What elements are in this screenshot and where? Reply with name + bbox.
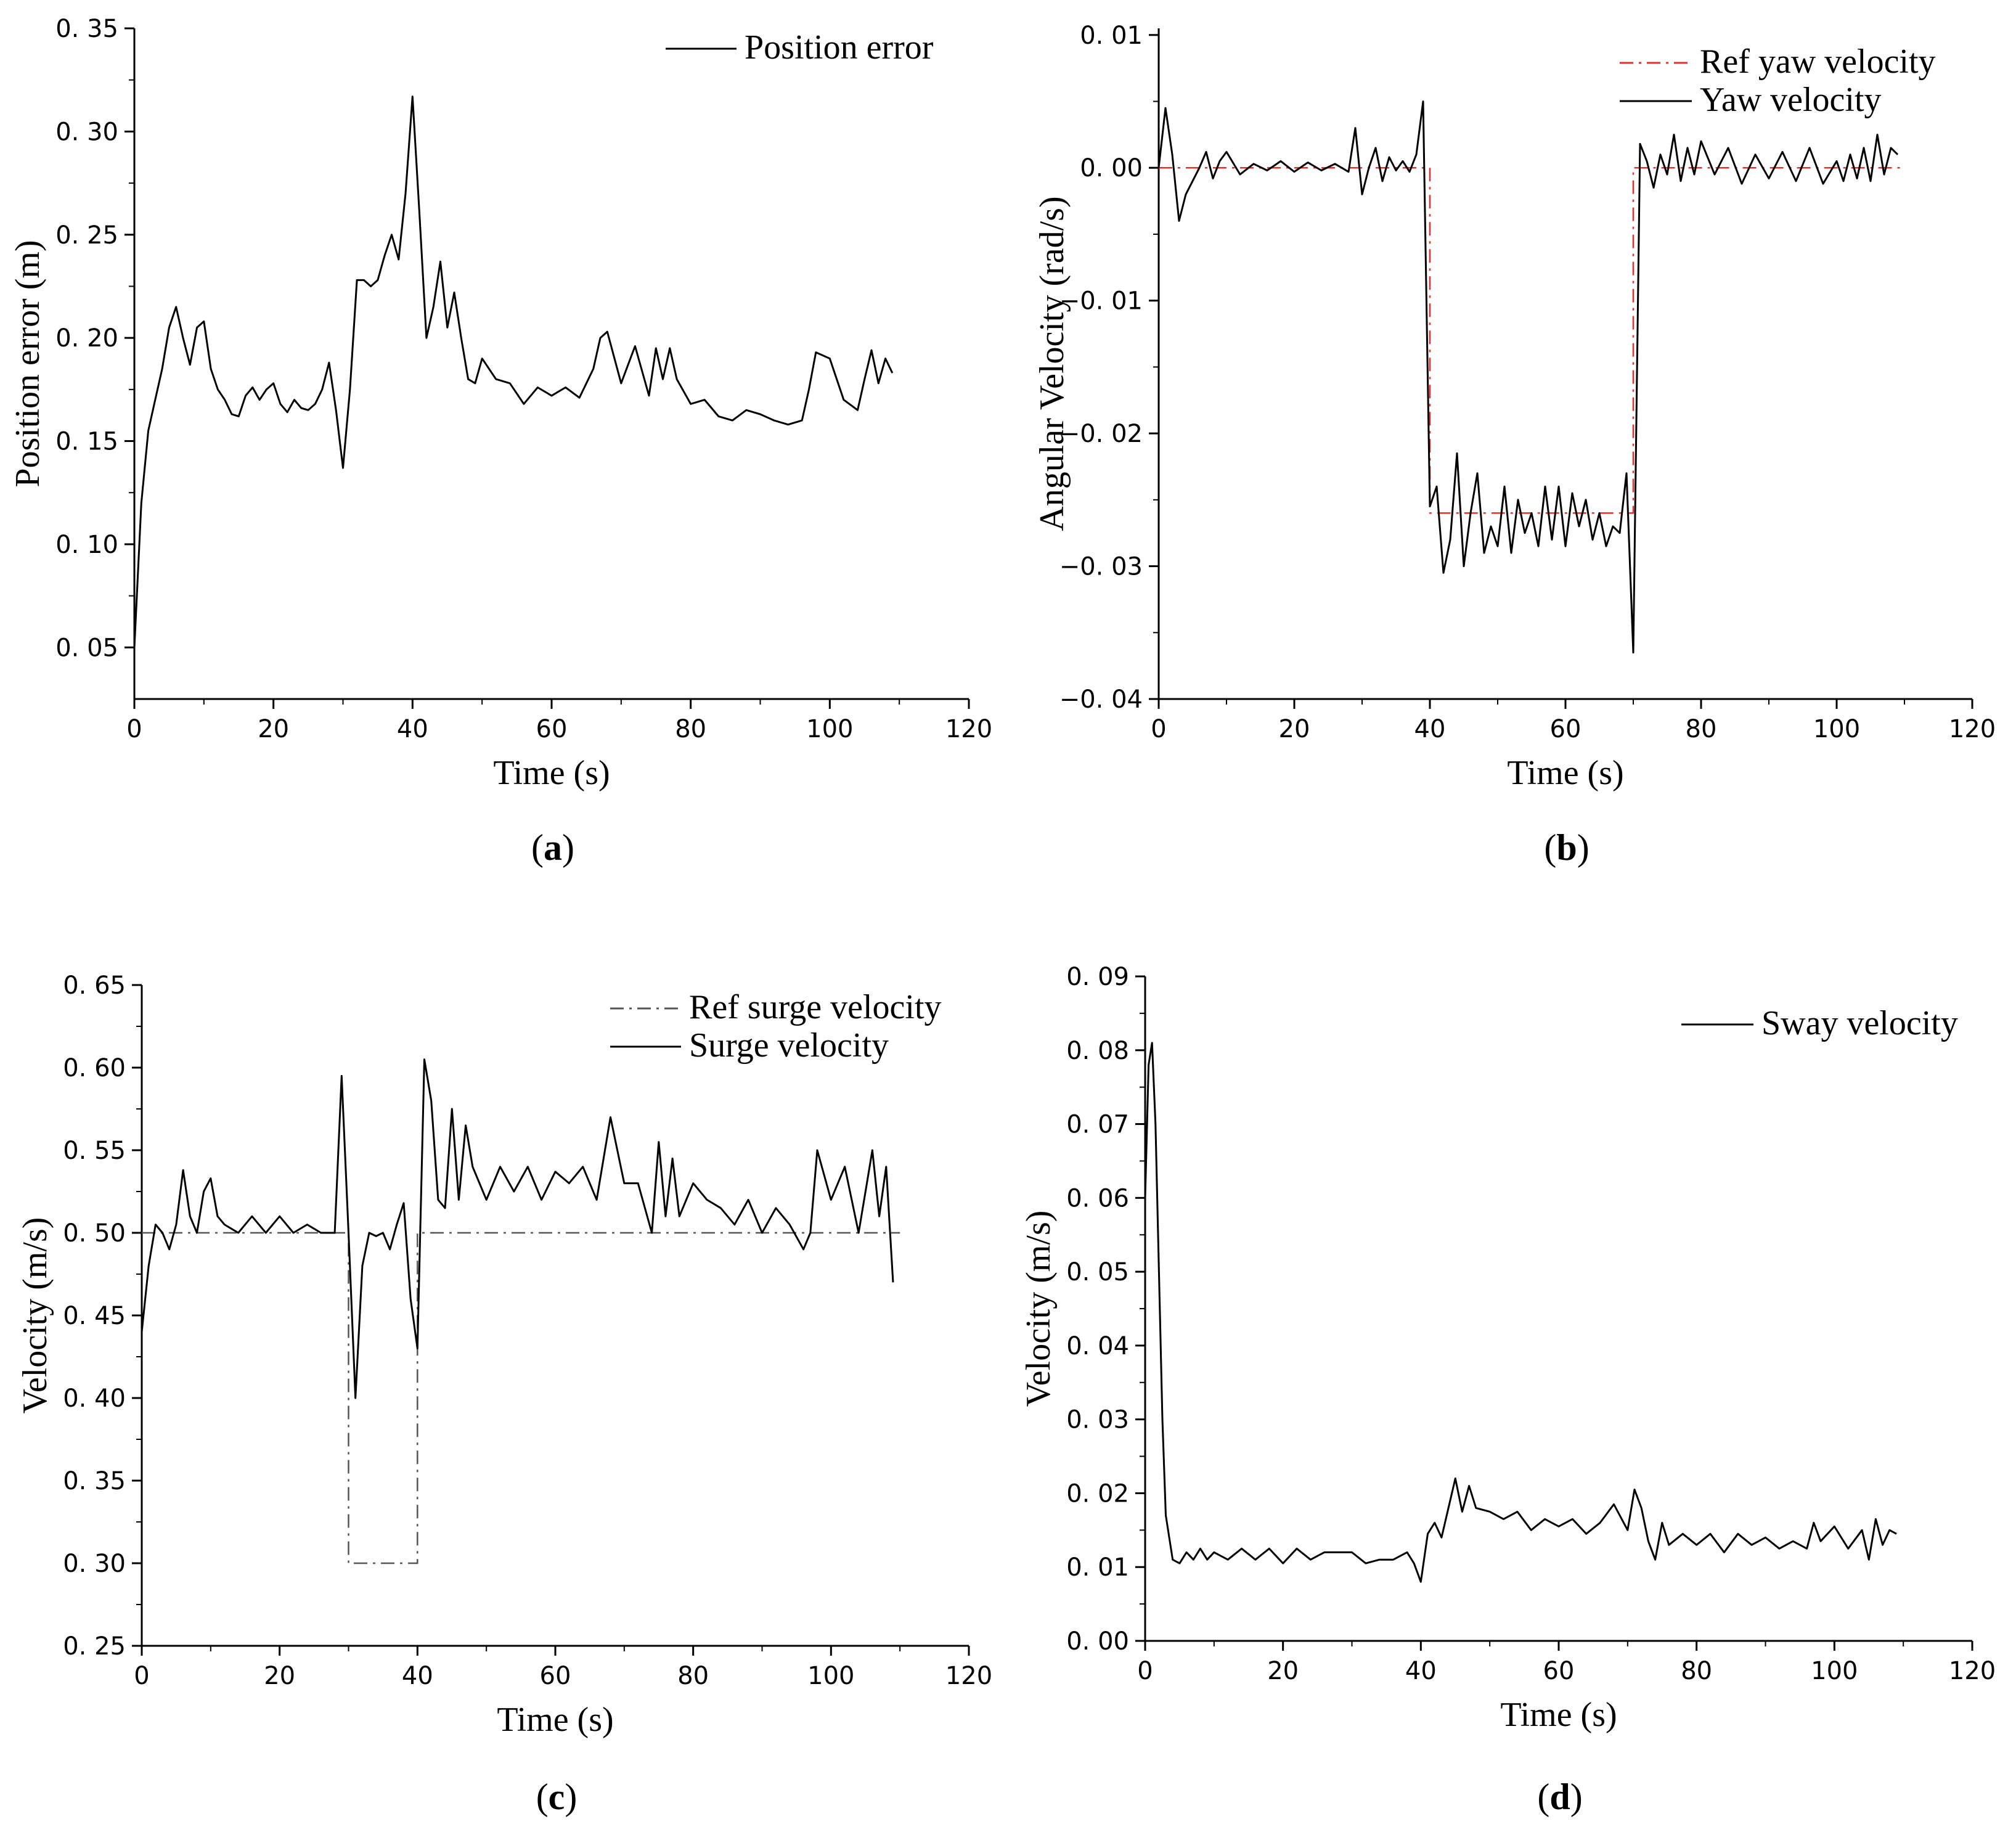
x-tick-label: 60	[536, 715, 568, 743]
y-tick-label: 0. 50	[63, 1219, 126, 1248]
chart-panel-c: 0 20 40 60 80 100 120 0. 25 0. 30 0. 35 0. 40 0. 45…	[16, 971, 992, 1817]
y-axis-title: Angular Velocity (rad/s)	[1033, 196, 1071, 531]
x-tick-label: 40	[402, 1662, 433, 1690]
y-axis-title: Velocity (m/s)	[1019, 1211, 1058, 1407]
x-axis-title: Time (s)	[1507, 754, 1623, 792]
x-tick-label: 60	[540, 1662, 571, 1690]
panel-label: (c)	[536, 1776, 578, 1817]
y-tick-label: 0. 01	[1080, 22, 1143, 50]
y-tick-label: 0. 30	[55, 118, 118, 146]
y-tick-label: 0. 20	[55, 324, 118, 353]
y-tick-label: 0. 00	[1080, 154, 1143, 182]
x-tick-label: 60	[1543, 1657, 1575, 1685]
y-tick-label: −0. 03	[1059, 553, 1143, 581]
x-tick-label: 100	[1813, 715, 1860, 743]
y-tick-label: 0. 04	[1066, 1332, 1129, 1360]
y-tick-label: 0. 35	[55, 15, 118, 43]
y-tick-label: 0. 45	[63, 1302, 126, 1330]
chart-panel-a: 0 20 40 60 80 100 120 0. 05 0. 10 0. 15 0. 20 0. 25…	[9, 15, 992, 868]
y-tick-label: 0. 07	[1066, 1111, 1129, 1139]
x-tick-label: 20	[1267, 1657, 1299, 1685]
y-tick-label: 0. 05	[1066, 1258, 1129, 1286]
legend-label: Surge velocity	[689, 1026, 889, 1065]
y-axis-title: Position error (m)	[9, 240, 47, 487]
x-axis-title: Time (s)	[1500, 1696, 1617, 1734]
y-tick-label: 0. 30	[63, 1550, 126, 1578]
series-line-ref-surge-velocity	[142, 1232, 900, 1564]
y-tick-label: 0. 40	[63, 1384, 126, 1413]
x-tick-label: 100	[806, 715, 853, 743]
chart-panel-b: 0 20 40 60 80 100 120 −0. 04 −0. 03 −0. 02 −0. 01 0…	[1033, 22, 1996, 868]
y-tick-label: −0. 04	[1059, 685, 1143, 714]
x-tick-label: 120	[945, 1662, 992, 1690]
x-tick-label: 40	[1414, 715, 1446, 743]
x-tick-label: 120	[945, 715, 992, 743]
y-tick-label: −0. 01	[1059, 287, 1143, 316]
x-tick-label: 100	[1811, 1657, 1858, 1685]
y-tick-label: 0. 25	[55, 221, 118, 250]
y-tick-label: −0. 02	[1059, 420, 1143, 448]
y-tick-label: 0. 25	[63, 1632, 126, 1661]
x-tick-label: 0	[134, 1662, 149, 1690]
y-tick-label: 0. 01	[1066, 1553, 1129, 1582]
x-tick-label: 100	[807, 1662, 854, 1690]
x-tick-label: 80	[675, 715, 706, 743]
y-tick-label: 0. 35	[63, 1467, 126, 1495]
x-tick-label: 0	[1137, 1657, 1153, 1685]
series-line-yaw-velocity	[1157, 100, 1899, 654]
x-tick-label: 0	[1151, 715, 1166, 743]
legend-label: Yaw velocity	[1700, 81, 1882, 119]
x-tick-label: 40	[397, 715, 428, 743]
y-tick-label: 0. 55	[63, 1137, 126, 1165]
panel-label: (d)	[1537, 1776, 1582, 1817]
y-tick-label: 0. 08	[1066, 1037, 1129, 1065]
legend-label: Position error	[745, 28, 934, 67]
y-tick-label: 0. 05	[55, 634, 118, 662]
x-tick-label: 0	[126, 715, 142, 743]
x-tick-label: 80	[677, 1662, 709, 1690]
series-line-position-error	[133, 96, 894, 648]
y-axis-title: Velocity (m/s)	[16, 1217, 54, 1414]
series-line-surge-velocity	[141, 1058, 894, 1399]
series-line-sway-velocity	[1144, 1042, 1897, 1583]
x-tick-label: 20	[264, 1662, 295, 1690]
y-tick-label: 0. 00	[1066, 1627, 1129, 1656]
chart-panel-d: 0 20 40 60 80 100 120 0. 00 0. 01 0. 02 0. 03 0. 04…	[1019, 963, 1996, 1817]
legend-label: Ref surge velocity	[689, 988, 942, 1026]
y-tick-label: 0. 09	[1066, 963, 1129, 991]
y-tick-label: 0. 15	[55, 428, 118, 456]
x-axis-title: Time (s)	[493, 754, 610, 792]
y-tick-label: 0. 02	[1066, 1479, 1129, 1508]
panel-label: (a)	[531, 827, 574, 868]
x-tick-label: 120	[1949, 715, 1996, 743]
x-tick-label: 40	[1405, 1657, 1437, 1685]
y-tick-label: 0. 60	[63, 1054, 126, 1082]
panel-label: (b)	[1544, 827, 1589, 868]
x-tick-label: 20	[1279, 715, 1310, 743]
y-tick-label: 0. 06	[1066, 1184, 1129, 1212]
y-tick-label: 0. 10	[55, 531, 118, 559]
x-tick-label: 120	[1949, 1657, 1996, 1685]
y-tick-label: 0. 65	[63, 971, 126, 1000]
x-tick-label: 60	[1550, 715, 1582, 743]
x-tick-label: 80	[1686, 715, 1717, 743]
legend-label: Ref yaw velocity	[1700, 43, 1936, 81]
x-tick-label: 20	[258, 715, 289, 743]
series-line-ref-yaw-velocity	[1159, 166, 1904, 514]
x-tick-label: 80	[1681, 1657, 1712, 1685]
legend-label: Sway velocity	[1761, 1004, 1958, 1042]
x-axis-title: Time (s)	[497, 1701, 613, 1739]
y-tick-label: 0. 03	[1066, 1406, 1129, 1434]
